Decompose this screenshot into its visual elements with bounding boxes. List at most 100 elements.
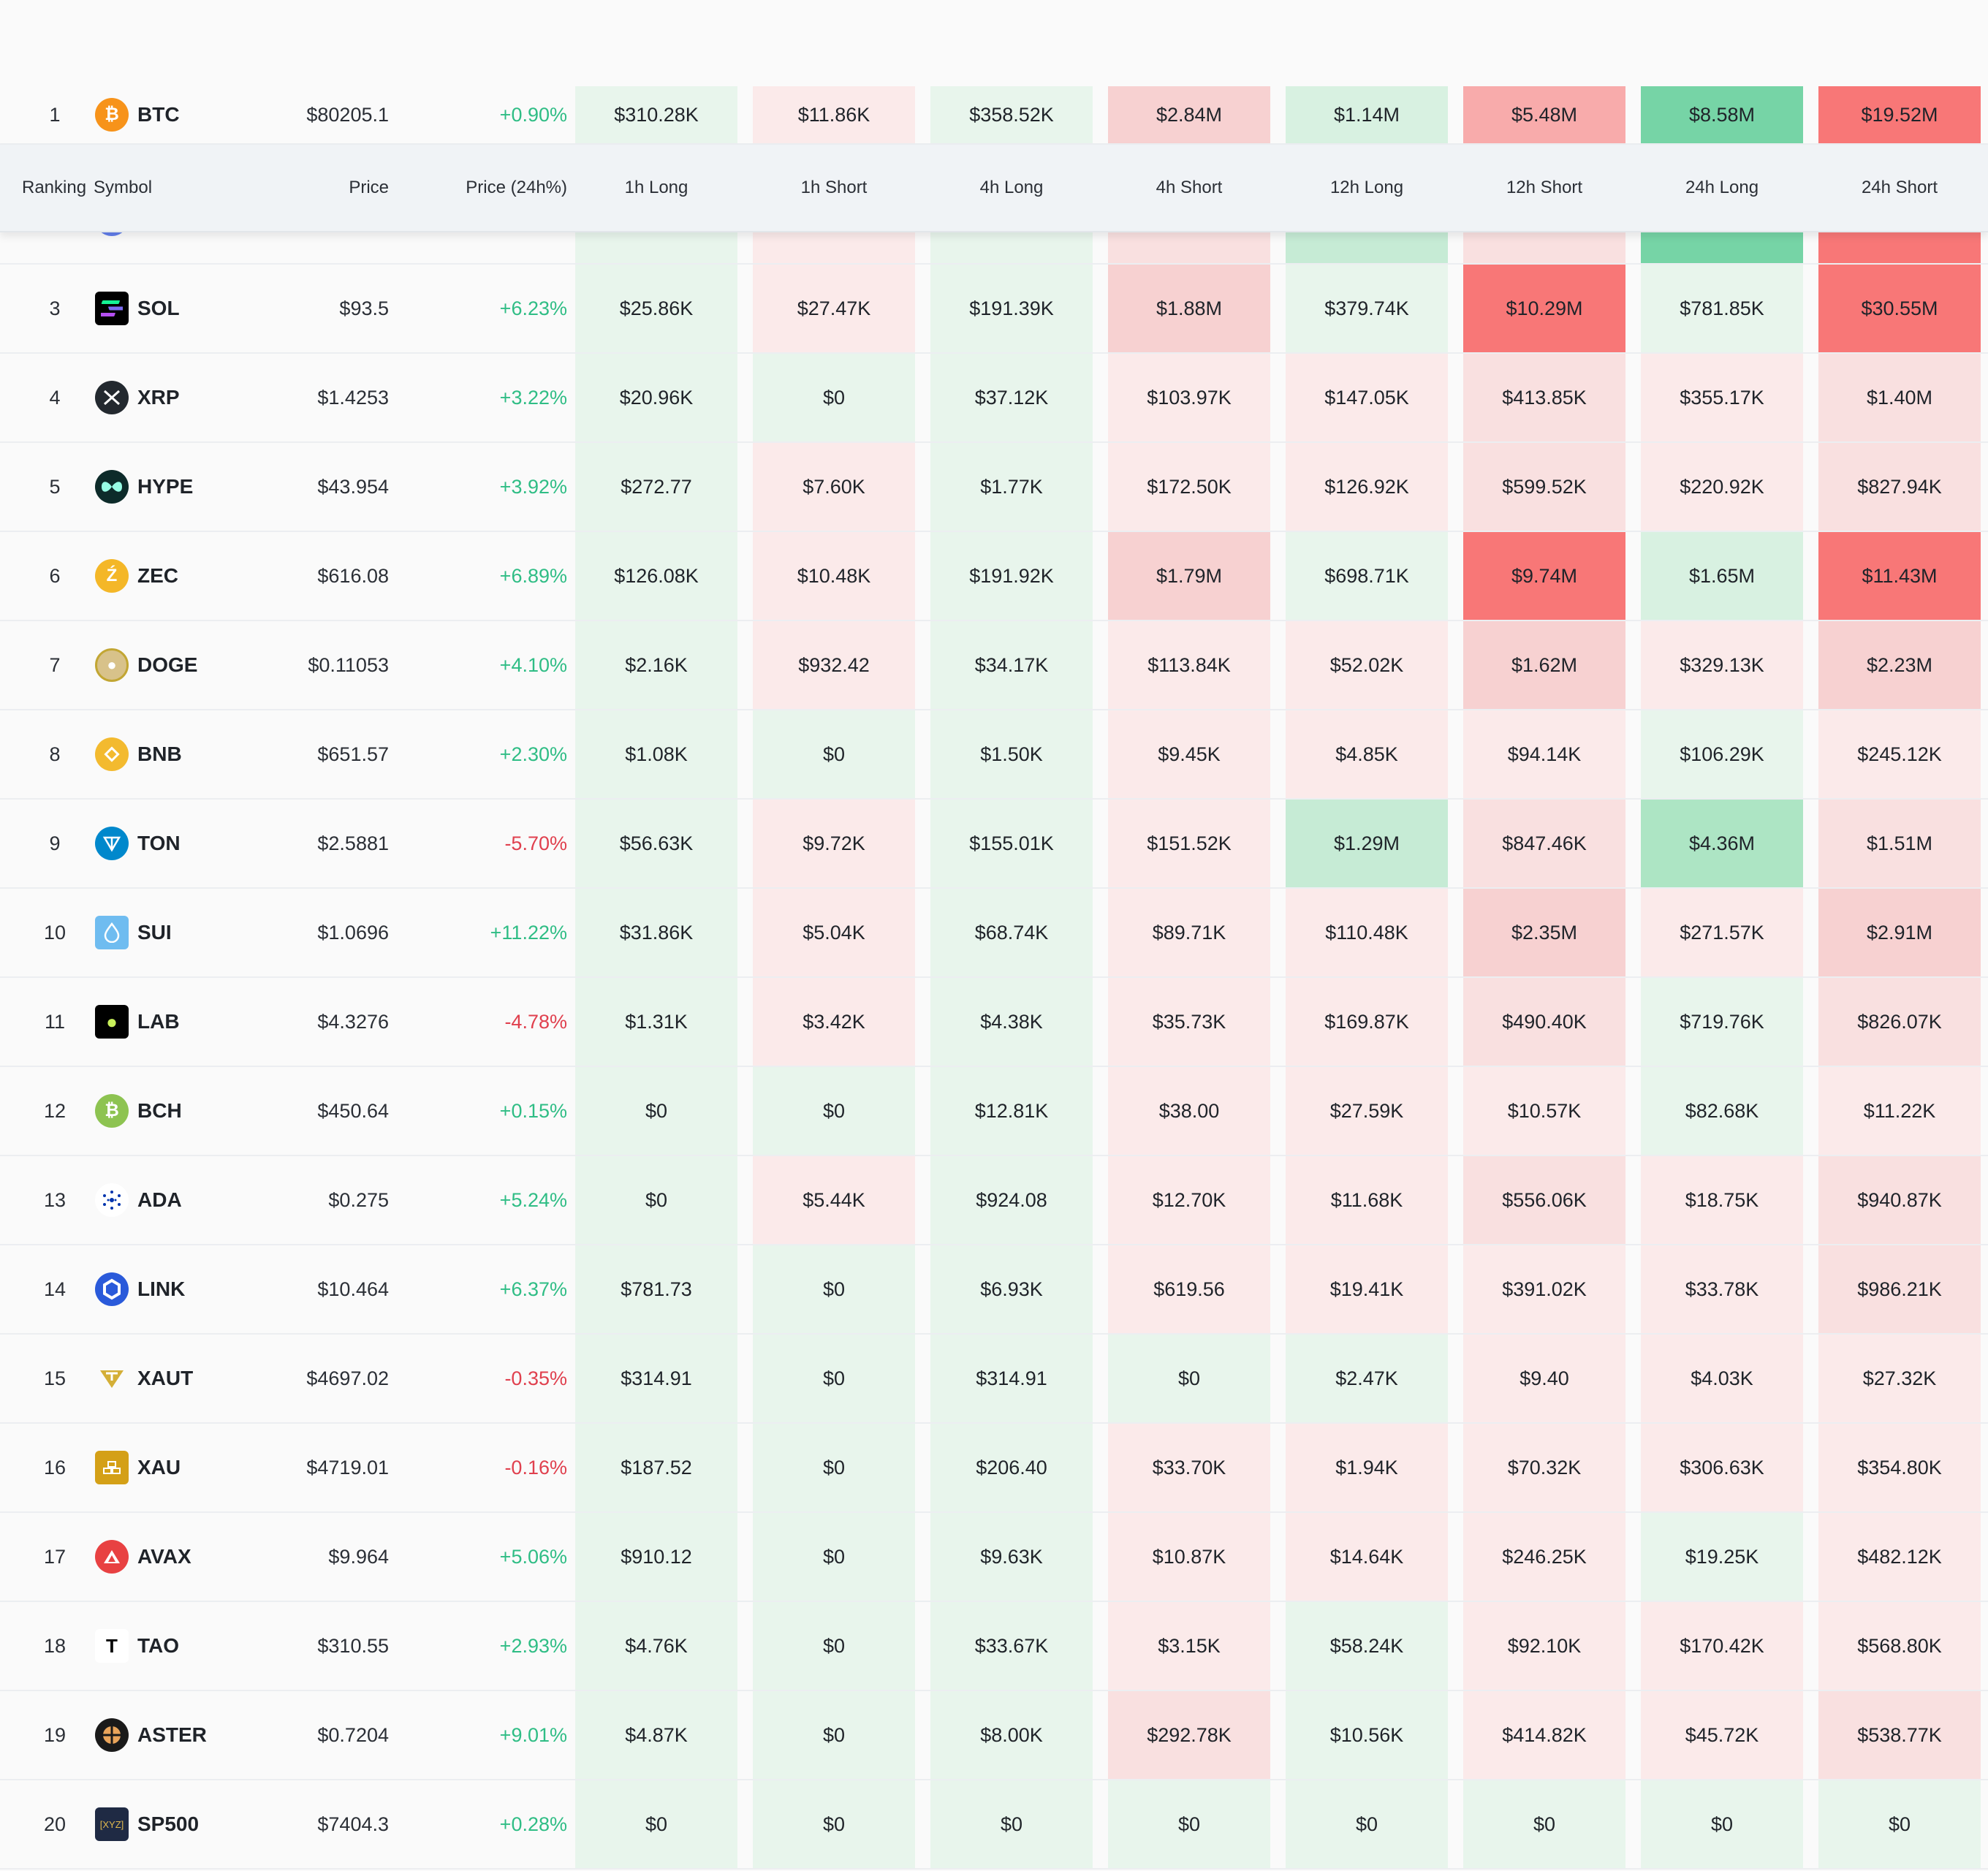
table-row[interactable]: $310.28K $11.86K $358.52K $2.84M $1.14M $5.48… (0, 86, 1988, 145)
hype-icon (95, 470, 129, 504)
cell-1h-long: $2.16K (575, 621, 737, 709)
price-cell: $0.11053 (308, 653, 389, 676)
table-row[interactable]: $56.63K $9.72K $155.01K $151.52K $1.29M $847.… (0, 800, 1988, 889)
cell-1h-long: $0 (575, 1067, 737, 1155)
table-row[interactable]: $1.08K $0 $1.50K $9.45K $4.85K $94.14K $106.29… (0, 710, 1988, 800)
cell-12h-short: $92.10K (1463, 1602, 1625, 1690)
price-change-cell: +9.01% (499, 1723, 567, 1746)
symbol-label: XAU (137, 1456, 181, 1479)
header-1h-long[interactable]: 1h Long (624, 178, 688, 197)
price-cell: $1.0696 (317, 921, 389, 944)
header-symbol[interactable]: Symbol (94, 178, 153, 197)
symbol-cell[interactable]: ASTER (95, 1691, 263, 1779)
cell-24h-short: $826.07K (1818, 978, 1981, 1066)
symbol-cell[interactable]: ● DOGE (95, 621, 263, 709)
symbol-cell[interactable]: HYPE (95, 443, 263, 531)
symbol-cell[interactable]: ● LAB (95, 978, 263, 1066)
symbol-cell[interactable]: SUI (95, 889, 263, 976)
table-row[interactable]: $20.96K $0 $37.12K $103.97K $147.05K $413.85K… (0, 354, 1988, 443)
header-price-change[interactable]: Price (24h%) (466, 178, 567, 197)
table-row[interactable]: $1.31K $3.42K $4.38K $35.73K $169.87K $490.40… (0, 978, 1988, 1067)
symbol-cell[interactable]: ADA (95, 1156, 263, 1244)
doge-icon: ● (95, 648, 129, 682)
price-cell: $80205.1 (306, 103, 389, 126)
price-cell: $10.464 (317, 1278, 389, 1300)
price-change-cell: +6.23% (499, 297, 567, 319)
table-row[interactable]: $910.12 $0 $9.63K $10.87K $14.64K $246.25K $19… (0, 1513, 1988, 1602)
header-12h-short[interactable]: 12h Short (1506, 178, 1583, 197)
header-price[interactable]: Price (349, 178, 389, 197)
header-4h-long[interactable]: 4h Long (979, 178, 1044, 197)
cell-4h-long: $1.50K (930, 710, 1093, 798)
header-1h-short[interactable]: 1h Short (800, 178, 868, 197)
cell-1h-long: $310.28K (575, 86, 737, 143)
cell-24h-long: $82.68K (1641, 1067, 1803, 1155)
cell-12h-short: $847.46K (1463, 800, 1625, 887)
ada-icon (95, 1183, 129, 1217)
cell-4h-long: $8.00K (930, 1691, 1093, 1779)
cell-1h-long: $910.12 (575, 1513, 737, 1601)
table-row[interactable]: $4.76K $0 $33.67K $3.15K $58.24K $92.10K $170.… (0, 1602, 1988, 1691)
symbol-cell[interactable]: Ź ZEC (95, 532, 263, 620)
table-row[interactable]: $2.16K $932.42 $34.17K $113.84K $52.02K $1.62… (0, 621, 1988, 710)
table-row[interactable]: $187.52 $0 $206.40 $33.70K $1.94K $70.32K $306… (0, 1424, 1988, 1513)
cell-12h-long: $19.41K (1286, 1245, 1448, 1333)
table-row[interactable]: $25.86K $27.47K $191.39K $1.88M $379.74K $10.… (0, 265, 1988, 354)
rank-cell: 11 (44, 1010, 66, 1033)
table-row[interactable]: $0 $5.44K $924.08 $12.70K $11.68K $556.06K $18… (0, 1156, 1988, 1245)
link-icon (95, 1272, 129, 1306)
lab-icon: ● (95, 1005, 129, 1039)
symbol-label: ASTER (137, 1723, 207, 1746)
table-row[interactable]: $4.87K $0 $8.00K $292.78K $10.56K $414.82K $45… (0, 1691, 1988, 1780)
price-change-cell: +6.89% (499, 564, 567, 587)
table-row[interactable]: $126.08K $10.48K $191.92K $1.79M $698.71K $9.… (0, 532, 1988, 621)
price-cell: $43.954 (317, 475, 389, 498)
cell-1h-long: $126.08K (575, 532, 737, 620)
table-row[interactable]: $781.73 $0 $6.93K $619.56 $19.41K $391.02K $33… (0, 1245, 1988, 1335)
header-24h-short[interactable]: 24h Short (1861, 178, 1938, 197)
cell-24h-long: $170.42K (1641, 1602, 1803, 1690)
header-ranking[interactable]: Ranking (22, 178, 87, 197)
symbol-cell[interactable]: BNB (95, 710, 263, 798)
table-row[interactable]: $0 $0 $12.81K $38.00 $27.59K $10.57K $82.68K $1… (0, 1067, 1988, 1156)
symbol-label: BCH (137, 1099, 182, 1122)
cell-1h-short: $0 (753, 1335, 915, 1422)
symbol-cell[interactable]: AVAX (95, 1513, 263, 1601)
cell-1h-long: $314.91 (575, 1335, 737, 1422)
symbol-cell[interactable]: [XYZ] SP500 (95, 1780, 263, 1868)
table-row[interactable]: $31.86K $5.04K $68.74K $89.71K $110.48K $2.35… (0, 889, 1988, 978)
header-4h-short[interactable]: 4h Short (1156, 178, 1223, 197)
symbol-cell[interactable]: TON (95, 800, 263, 887)
cell-1h-long: $187.52 (575, 1424, 737, 1511)
symbol-cell[interactable]: ₿ BCH (95, 1067, 263, 1155)
rank-cell: 9 (49, 832, 61, 854)
table-row[interactable]: $0 $0 $0 $0 $0 $0 $0 $0 20 [XYZ] SP500 $7404.3 +0.28… (0, 1780, 1988, 1870)
cell-4h-short: $33.70K (1108, 1424, 1270, 1511)
symbol-cell[interactable]: ₿ BTC (95, 86, 263, 143)
cell-24h-long: $355.17K (1641, 354, 1803, 441)
price-change-cell: -0.35% (504, 1367, 567, 1389)
cell-12h-long: $0 (1286, 1780, 1448, 1868)
symbol-cell[interactable]: XAU (95, 1424, 263, 1511)
cell-12h-short: $70.32K (1463, 1424, 1625, 1511)
cell-12h-short: $9.74M (1463, 532, 1625, 620)
cell-12h-long: $126.92K (1286, 443, 1448, 531)
table-row[interactable]: $272.77 $7.60K $1.77K $172.50K $126.92K $599.… (0, 443, 1988, 532)
header-12h-long[interactable]: 12h Long (1329, 178, 1404, 197)
cell-12h-short: $1.62M (1463, 621, 1625, 709)
price-cell: $93.5 (339, 297, 389, 319)
symbol-cell[interactable]: T TAO (95, 1602, 263, 1690)
price-change-cell: +6.37% (499, 1278, 567, 1300)
symbol-cell[interactable]: XAUT (95, 1335, 263, 1422)
cell-4h-long: $1.77K (930, 443, 1093, 531)
cell-24h-long: $18.75K (1641, 1156, 1803, 1244)
symbol-cell[interactable]: XRP (95, 354, 263, 441)
cell-1h-short: $7.60K (753, 443, 915, 531)
cell-12h-long: $1.14M (1286, 86, 1448, 143)
symbol-cell[interactable]: LINK (95, 1245, 263, 1333)
cell-24h-long: $33.78K (1641, 1245, 1803, 1333)
symbol-cell[interactable]: SOL (95, 265, 263, 352)
symbol-label: TON (137, 832, 181, 854)
header-24h-long[interactable]: 24h Long (1685, 178, 1759, 197)
table-row[interactable]: $314.91 $0 $314.91 $0 $2.47K $9.40 $4.03K $27.3… (0, 1335, 1988, 1424)
